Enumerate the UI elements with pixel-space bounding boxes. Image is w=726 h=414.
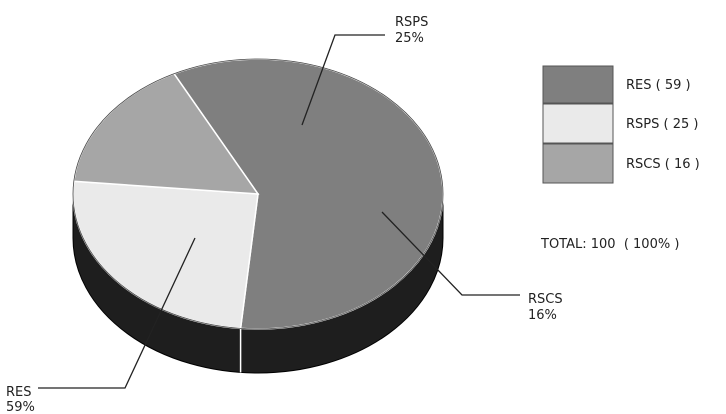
slice-label-rsps-name: RSPS xyxy=(395,15,428,30)
legend-label-res: RES ( 59 ) xyxy=(626,78,691,93)
pie-top-outline xyxy=(72,58,444,330)
leader-line-rscs xyxy=(381,211,520,296)
leader-line-rsps xyxy=(301,34,385,126)
legend-swatch-res xyxy=(542,65,614,104)
slice-label-rscs-percent: 16% xyxy=(528,308,557,323)
legend-label-rsps: RSPS ( 25 ) xyxy=(626,117,698,132)
legend: RES ( 59 ) RSPS ( 25 ) RSCS ( 16 ) xyxy=(542,65,700,184)
pie-layer xyxy=(72,58,444,374)
leader-line-res xyxy=(38,237,196,389)
slice-label-rscs-name: RSCS xyxy=(528,292,563,307)
legend-label-rscs: RSCS ( 16 ) xyxy=(626,157,700,172)
total-label: TOTAL: 100 ( 100% ) xyxy=(540,237,679,252)
legend-swatch-rscs xyxy=(542,143,614,184)
slice-label-rsps-percent: 25% xyxy=(395,31,424,46)
slice-label-res-percent: 59% xyxy=(6,400,35,414)
labels-layer: RSPS 25% RSCS 16% RES 59% xyxy=(6,15,563,414)
slice-label-res-name: RES xyxy=(6,385,32,400)
legend-swatch-rsps xyxy=(542,103,614,144)
